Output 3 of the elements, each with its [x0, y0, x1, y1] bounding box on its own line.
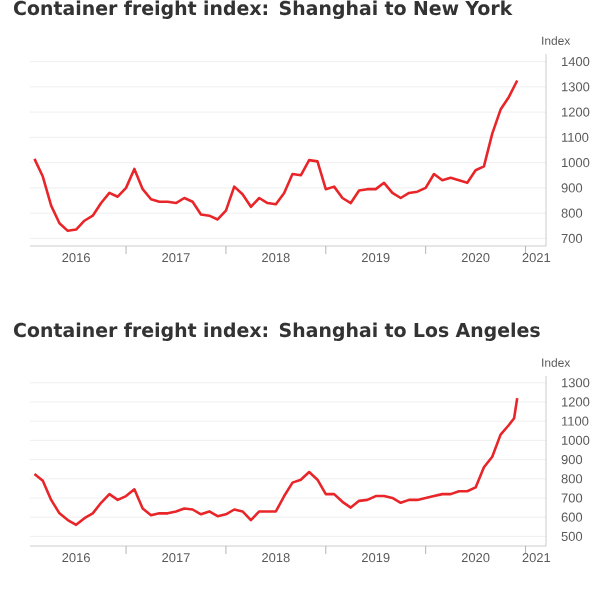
chart-title: Container freight index: Shanghai to New York — [13, 0, 513, 20]
line-series — [33, 79, 519, 233]
chart-title: Container freight index: Shanghai to Los Angeles — [13, 322, 540, 342]
